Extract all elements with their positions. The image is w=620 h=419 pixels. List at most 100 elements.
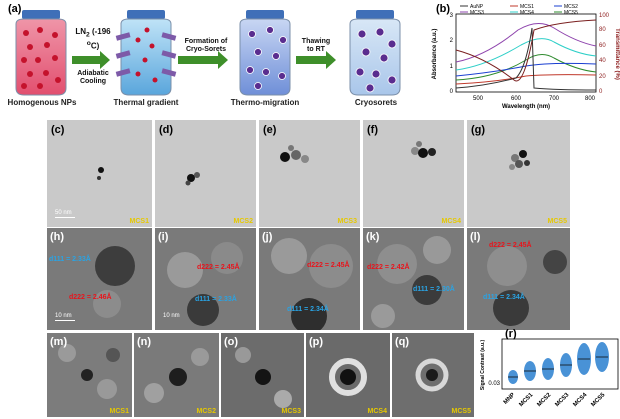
y-tick-0: 0 [450,89,454,95]
legend-5: MCS5 [564,10,578,16]
d-spacing-222: d222 = 2.42Å [367,264,410,271]
category-5: MCS5 [590,392,606,408]
panel-e-label: (e) [263,124,277,136]
scale-bar [55,217,75,218]
arrow-1-text: LN2 (-196 oC) [75,27,111,51]
y-tick: 0.03 [488,381,500,387]
panel-d-label: (d) [159,124,174,136]
d-spacing-111: d111 = 2.33Å [49,256,91,263]
y2-tick-2: 40 [599,58,606,64]
tem-image-c: (c) 50 nm MCS1 [47,120,152,227]
category-2: MCS2 [536,392,552,408]
step-label-2: Thermal gradient [113,98,179,107]
contrast-image-o: (o) MCS3 [221,333,304,417]
scale-bar [55,320,75,321]
sample-tag: MCS1 [129,218,149,225]
y2-tick-5: 100 [599,13,610,19]
bottle-thermal-gradient [115,10,177,96]
y2-tick-1: 20 [599,74,606,80]
d-spacing-222: d222 = 2.45Å [197,264,240,271]
d-spacing-111: d111 = 2.34Å [287,306,329,313]
scale-text: 10 nm [55,313,72,319]
contrast-image-q: (q) MCS5 [392,333,474,417]
y-tick-2: 2 [450,38,454,44]
sample-tag: MCS5 [451,408,471,415]
legend-0: AuNP [470,4,484,10]
panel-p-label: (p) [309,336,324,348]
sample-tag: MCS4 [441,218,461,225]
sample-tag: MCS2 [233,218,253,225]
x-tick-3: 800 [585,96,596,102]
category-0: MNP [503,392,517,406]
panel-m-label: (m) [50,336,68,348]
x-axis-label: Wavelength (nm) [502,104,550,110]
panel-i-label: (i) [158,231,169,243]
category-1: MCS1 [518,392,534,408]
sample-tag: MCS2 [196,408,216,415]
sample-tag: MCS3 [281,408,301,415]
y-axis-label: Absorbance (a.u.) [432,29,438,80]
panel-b-label: (b) [436,3,451,15]
legend-3: MCS3 [470,10,484,16]
hrtem-image-h: (h) d111 = 2.33Å d222 = 2.46Å 10 nm [47,228,152,330]
step-label-3: Thermo-migration [230,98,300,107]
contrast-image-p: (p) MCS4 [306,333,390,417]
panel-r-label: (r) [505,328,517,340]
y-tick-1: 1 [450,64,454,70]
tem-image-f: (f) MCS4 [363,120,464,227]
category-3: MCS3 [554,392,570,408]
x-tick-1: 600 [511,96,522,102]
d-spacing-222: d222 = 2.46Å [69,294,112,301]
hrtem-image-i: (i) d222 = 2.45Å d111 = 2.33Å 10 nm [155,228,256,330]
sample-tag: MCS3 [337,218,357,225]
d-spacing-222: d222 = 2.45Å [489,242,532,249]
panel-f-label: (f) [367,124,378,136]
panel-b-spectra: AuNP MCS1 MCS2 MCS3 MCS4 MCS5 500 600 70… [432,4,620,110]
contrast-image-n: (n) MCS2 [134,333,219,417]
sample-tag: MCS1 [109,408,129,415]
arrow-3-text: Thawing to RT [301,38,331,53]
step-label-1: Homogenous NPs [7,98,77,107]
x-tick-0: 500 [473,96,484,102]
d-spacing-111: d111 = 2.33Å [195,296,237,303]
y2-tick-0: 0 [599,89,603,95]
bottle-cryosorets [349,10,401,96]
arrow-1-subtext: Adiabatic Cooling [77,70,109,85]
category-4: MCS4 [572,392,588,408]
panel-q-label: (q) [395,336,410,348]
hrtem-image-k: (k) d222 = 2.42Å d111 = 2.30Å [363,228,464,330]
panel-c-label: (c) [51,124,65,136]
bottle-homogenous [15,10,67,96]
x-tick-2: 700 [549,96,560,102]
d-spacing-111: d111 = 2.30Å [413,286,455,293]
y2-tick-3: 60 [599,43,606,49]
contrast-image-m: (m) MCS1 [47,333,132,417]
y-axis-label: Signal Contrast (a.u.) [480,340,486,391]
tem-image-d: (d) MCS2 [155,120,256,227]
y2-tick-4: 80 [599,27,606,33]
legend-1: MCS1 [520,4,534,10]
panel-l-label: (l) [470,231,481,243]
hrtem-image-j: (j) d222 = 2.45Å d111 = 2.34Å [259,228,360,330]
y2-axis-label: Transmittance (%) [614,28,620,80]
d-spacing-222: d222 = 2.45Å [307,262,350,269]
arrow-2-text: Formation of Cryo-Sorets [184,38,228,53]
panel-a-label: (a) [8,3,22,15]
legend-4: MCS4 [520,10,534,16]
sample-tag: MCS4 [367,408,387,415]
scale-text: 50 nm [55,210,72,216]
tem-image-g: (g) MCS5 [467,120,570,227]
panel-k-label: (k) [366,231,380,243]
panel-h-label: (h) [50,231,65,243]
step-label-4: Cryosorets [354,98,398,107]
sample-tag: MCS5 [547,218,567,225]
panel-a-schematic [15,10,401,96]
tem-image-e: (e) MCS3 [259,120,360,227]
panel-r-swarm: 0.03 Signal Contrast (a.u.) MNP MCS1 MCS… [480,338,619,408]
panel-g-label: (g) [471,124,486,136]
panel-j-label: (j) [262,231,273,243]
panel-o-label: (o) [224,336,239,348]
y-tick-3: 3 [450,13,454,19]
bottle-thermo-migration [239,10,291,96]
legend-2: MCS2 [564,4,578,10]
